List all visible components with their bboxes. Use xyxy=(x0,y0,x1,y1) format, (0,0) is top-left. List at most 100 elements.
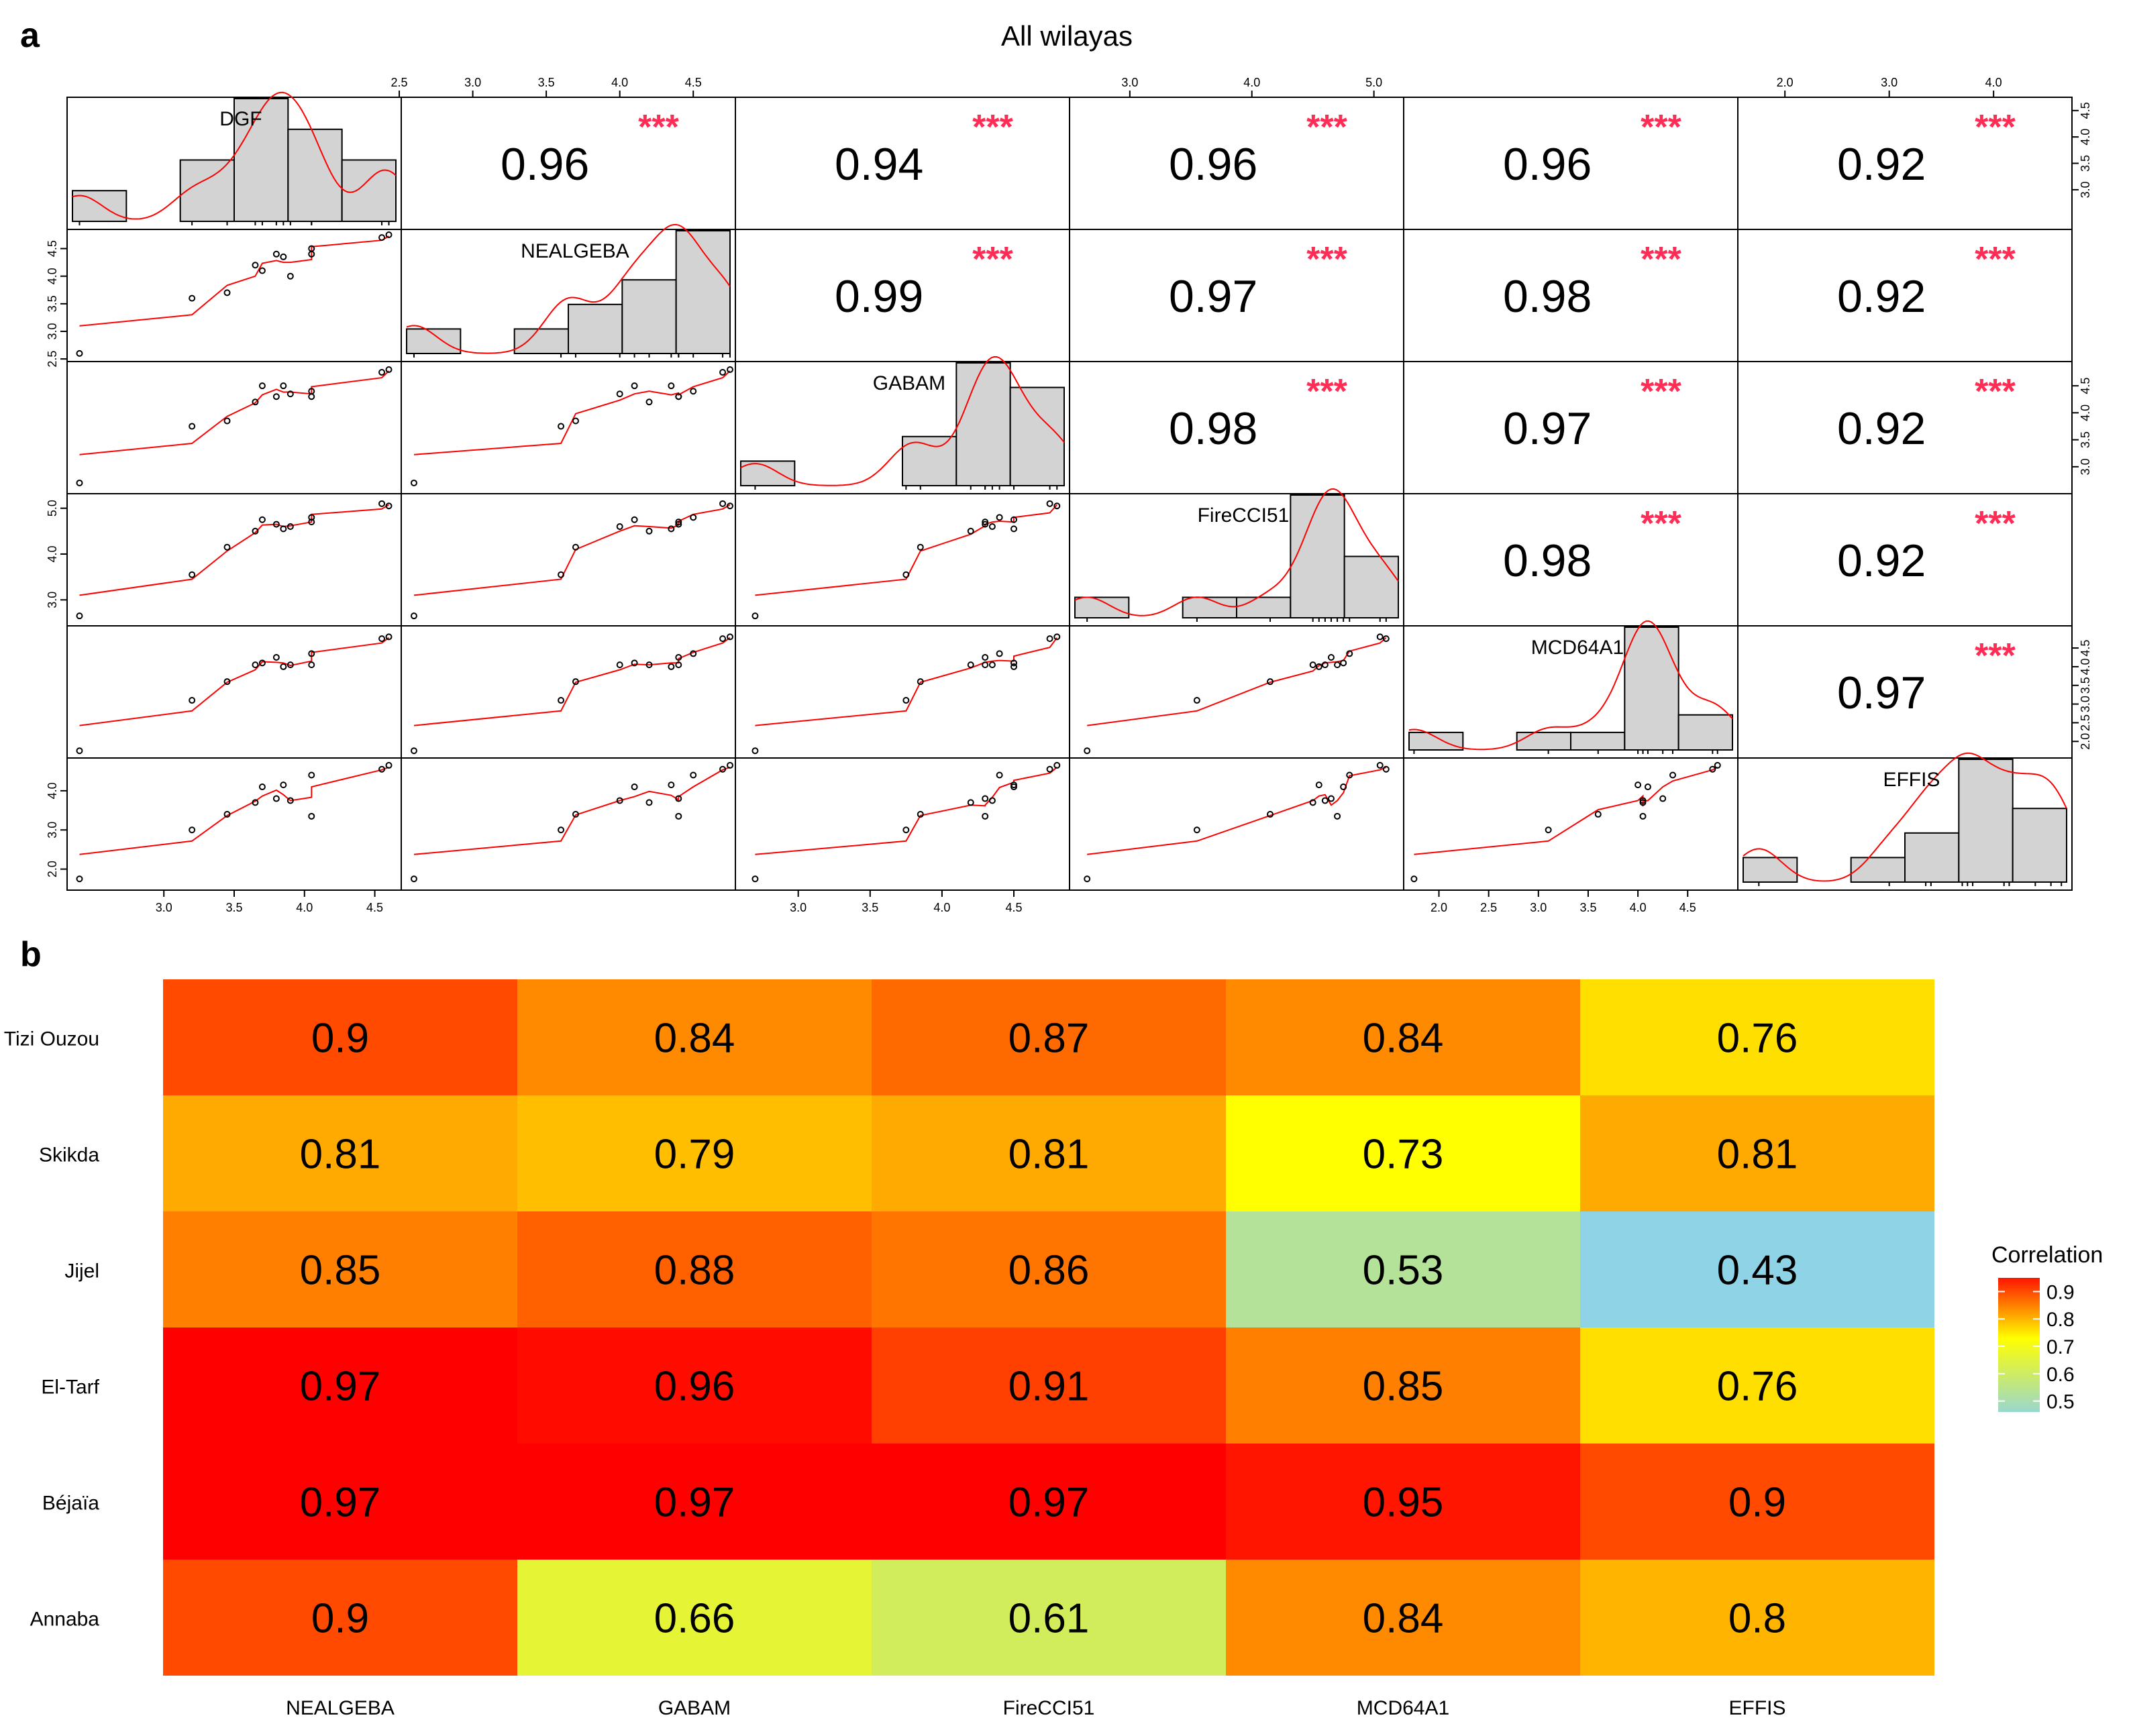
histogram-bar-FireCCI51 xyxy=(1182,596,1237,618)
heatmap-cell xyxy=(517,1560,872,1676)
heatmap-cell xyxy=(1580,979,1934,1095)
scatter-point-FireCCI51-DGF xyxy=(76,612,83,620)
correlation-value-FireCCI51-MCD64A1: 0.98 xyxy=(1503,535,1592,586)
scatter-point-FireCCI51-NEALGEBA xyxy=(572,543,579,551)
scatter-point-FireCCI51-DGF xyxy=(287,523,294,530)
scatter-point-MCD64A1-NEALGEBA xyxy=(675,653,682,661)
heatmap-legend: Correlation 0.9 0.8 0.7 0.6 0.5 xyxy=(1991,1242,2103,1413)
row-label: Annaba xyxy=(30,1609,100,1631)
histogram-bar-DGF xyxy=(233,98,289,222)
scatter-point-FireCCI51-DGF xyxy=(308,514,315,521)
scatter-point-FireCCI51-GABAM xyxy=(967,527,974,535)
scatter-point-GABAM-DGF xyxy=(287,390,294,398)
scatter-point-NEALGEBA-DGF xyxy=(223,289,231,296)
axis-tick-label-FireCCI51: 5.0 xyxy=(1365,76,1382,89)
heatmap-cell xyxy=(1226,979,1580,1095)
axis-tick-label-GABAM: 3.0 xyxy=(790,901,807,914)
correlation-heatmap: 0.9 0.84 0.87 0.84 0.76 Tizi Ouzou 0.81 0.79 0.8… xyxy=(4,979,1934,1719)
histogram-bar-FireCCI51 xyxy=(1236,596,1292,618)
scatter-point-FireCCI51-GABAM xyxy=(982,521,989,528)
heatmap-cell xyxy=(1226,1327,1580,1444)
scatter-point-EFFIS-NEALGEBA xyxy=(668,781,675,789)
scatter-point-EFFIS-FireCCI51 xyxy=(1309,799,1316,806)
variable-label-MCD64A1: MCD64A1 xyxy=(1531,637,1624,659)
scatter-point-MCD64A1-GABAM xyxy=(902,697,910,704)
scatterplot-matrix: DGF 0.96 *** 0.94 *** 0.96 *** 0.96 *** 0.92 *** NE… xyxy=(46,76,2092,914)
scatter-point-GABAM-NEALGEBA xyxy=(558,423,565,430)
smooth-line-FireCCI51-DGF xyxy=(79,504,390,596)
legend-title: Correlation xyxy=(1991,1242,2103,1268)
axis-tick-label-EFFIS: 3.0 xyxy=(46,822,59,838)
axis-tick-label-NEALGEBA: 4.5 xyxy=(46,240,59,257)
scatter-point-EFFIS-MCD64A1 xyxy=(1644,783,1651,791)
scatter-point-MCD64A1-NEALGEBA xyxy=(631,659,638,667)
heatmap-value: 0.9 xyxy=(311,1016,369,1062)
scatter-point-EFFIS-MCD64A1 xyxy=(1659,795,1667,802)
axis-tick-label-DGF: 3.0 xyxy=(156,901,172,914)
significance-stars: *** xyxy=(1975,108,2016,147)
column-label: EFFIS xyxy=(1728,1697,1785,1719)
axis-tick-label-NEALGEBA: 3.0 xyxy=(464,76,481,89)
scatter-point-MCD64A1-FireCCI51 xyxy=(1327,653,1335,661)
matrix-cell-MCD64A1-FireCCI51 xyxy=(1069,625,1404,759)
scatter-point-MCD64A1-FireCCI51 xyxy=(1084,747,1091,755)
scatter-point-EFFIS-DGF xyxy=(223,810,231,818)
heatmap-value: 0.84 xyxy=(1363,1016,1444,1062)
scatter-point-EFFIS-FireCCI51 xyxy=(1193,826,1200,834)
smooth-line-EFFIS-GABAM xyxy=(755,767,1057,855)
histogram-bar-FireCCI51 xyxy=(1074,596,1130,618)
scatter-point-MCD64A1-GABAM xyxy=(967,661,974,669)
scatter-point-GABAM-DGF xyxy=(308,388,315,395)
scatter-point-GABAM-NEALGEBA xyxy=(675,393,682,400)
scatter-point-GABAM-DGF xyxy=(189,423,196,430)
heatmap-cell xyxy=(872,1444,1226,1560)
histogram-bar-DGF xyxy=(341,159,397,222)
scatter-point-MCD64A1-FireCCI51 xyxy=(1382,635,1390,643)
scatter-point-EFFIS-MCD64A1 xyxy=(1634,781,1642,789)
legend-tick-label: 0.5 xyxy=(2046,1391,2075,1413)
histogram-bar-GABAM xyxy=(902,435,957,486)
scatter-point-MCD64A1-NEALGEBA xyxy=(410,747,417,755)
scatter-point-MCD64A1-DGF xyxy=(378,635,386,643)
significance-stars: *** xyxy=(1306,108,1347,147)
scatter-point-MCD64A1-DGF xyxy=(280,663,287,670)
scatter-point-GABAM-NEALGEBA xyxy=(668,382,675,390)
significance-stars: *** xyxy=(1641,504,1681,543)
density-curve-EFFIS xyxy=(1743,752,2067,882)
heatmap-value: 0.84 xyxy=(1363,1596,1444,1642)
heatmap-value: 0.95 xyxy=(1363,1480,1444,1526)
scatter-point-MCD64A1-NEALGEBA xyxy=(645,661,653,669)
smooth-line-FireCCI51-NEALGEBA xyxy=(413,504,731,596)
heatmap-cell xyxy=(872,979,1226,1095)
heatmap-value: 0.91 xyxy=(1008,1364,1090,1410)
scatter-point-FireCCI51-GABAM xyxy=(751,612,759,620)
heatmap-cell xyxy=(163,979,517,1095)
column-label: NEALGEBA xyxy=(286,1697,395,1719)
heatmap-value: 0.97 xyxy=(1008,1480,1090,1526)
smooth-line-EFFIS-DGF xyxy=(79,766,389,855)
axis-tick-label-NEALGEBA: 4.5 xyxy=(685,76,702,89)
heatmap-cell xyxy=(872,1211,1226,1327)
scatter-point-EFFIS-MCD64A1 xyxy=(1639,812,1647,820)
heatmap-cell xyxy=(1226,1211,1580,1327)
axis-tick-label-GABAM: 3.5 xyxy=(2079,431,2092,448)
scatter-point-FireCCI51-NEALGEBA xyxy=(675,521,682,528)
heatmap-cell xyxy=(1580,1095,1934,1211)
correlation-value-MCD64A1-EFFIS: 0.97 xyxy=(1837,667,1926,718)
smooth-line-EFFIS-NEALGEBA xyxy=(413,766,731,855)
heatmap-cell xyxy=(517,979,872,1095)
panel-b-letter: b xyxy=(20,935,42,974)
histogram-bar-FireCCI51 xyxy=(1343,555,1399,618)
scatter-point-EFFIS-MCD64A1 xyxy=(1545,826,1552,834)
scatter-point-EFFIS-DGF xyxy=(280,781,287,789)
scatter-point-GABAM-NEALGEBA xyxy=(727,366,733,374)
legend-tick-label: 0.9 xyxy=(2046,1281,2075,1303)
axis-tick-label-MCD64A1: 3.0 xyxy=(2079,696,2092,712)
axis-tick-label-NEALGEBA: 3.0 xyxy=(46,323,59,339)
scatter-point-NEALGEBA-DGF xyxy=(280,253,287,260)
correlation-value-GABAM-EFFIS: 0.92 xyxy=(1837,403,1926,454)
heatmap-cell xyxy=(872,1560,1226,1676)
axis-tick-label-FireCCI51: 3.0 xyxy=(1121,76,1138,89)
density-curve-GABAM xyxy=(740,356,1065,486)
